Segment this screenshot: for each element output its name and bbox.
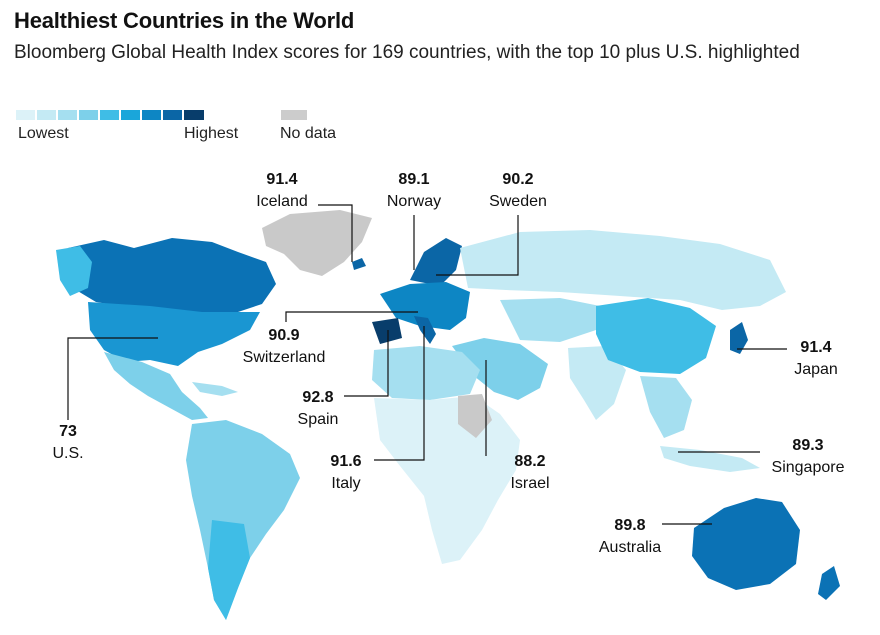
callout-value-sweden: 90.2 [502,171,533,188]
region-russia [460,230,786,310]
callout-japan: 91.4 Japan [794,339,838,378]
legend-swatch-8 [163,110,182,120]
callout-us: 73 U.S. [52,423,83,462]
legend-swatch-1 [16,110,35,120]
callout-line-sweden [436,215,519,276]
region-south-america [186,420,300,620]
callout-country-sweden: Sweden [489,193,547,210]
callout-country-spain: Spain [298,411,339,428]
callout-value-us: 73 [59,423,77,440]
callout-iceland: 91.4 Iceland [256,171,308,210]
region-mexico [104,352,208,420]
region-central-asia [500,298,600,342]
map-title: Healthiest Countries in the World [14,8,355,33]
callout-switzerland: 90.9 Switzerland [243,327,326,366]
callout-country-australia: Australia [599,539,661,556]
region-india [568,346,626,420]
region-canada [62,238,276,318]
legend-nodata-label: No data [280,125,337,142]
callout-value-australia: 89.8 [614,517,645,534]
callout-value-singapore: 89.3 [792,437,823,454]
legend-swatch-7 [142,110,161,120]
callout-singapore: 89.3 Singapore [772,437,845,476]
legend-high-label: Highest [184,125,239,142]
region-australia [692,498,800,590]
callout-country-iceland: Iceland [256,193,308,210]
region-new-zealand [818,566,840,600]
callout-country-norway: Norway [387,193,441,210]
region-italy [414,316,436,344]
callout-line-switzerland [285,311,418,322]
callout-line-italy [374,326,425,461]
callout-value-italy: 91.6 [330,453,361,470]
legend: Lowest Highest No data [16,110,336,144]
legend-swatch-6 [121,110,140,120]
callout-country-switzerland: Switzerland [243,349,326,366]
callout-country-japan: Japan [794,361,838,378]
legend-swatch-2 [37,110,56,120]
callout-lines [67,204,787,525]
region-iceland [352,258,366,270]
legend-swatch-nodata [281,110,307,120]
callout-australia: 89.8 Australia [599,517,661,556]
region-alaska [56,246,92,296]
callout-value-switzerland: 90.9 [268,327,299,344]
callout-sweden: 90.2 Sweden [489,171,547,210]
callout-line-us [67,337,158,420]
region-sudan [458,394,492,438]
region-caribbean [192,382,238,396]
legend-swatch-9 [184,110,204,120]
region-middle-east [452,338,548,400]
region-greenland [262,210,372,276]
callout-line-iceland [318,204,353,262]
callout-spain: 92.8 Spain [298,389,339,428]
region-japan [730,322,748,354]
region-spain [372,318,402,344]
callout-value-japan: 91.4 [800,339,831,356]
region-europe [380,282,470,330]
callout-italy: 91.6 Italy [330,453,361,492]
callout-israel: 88.2 Israel [510,453,549,492]
legend-swatch-4 [79,110,98,120]
callout-value-israel: 88.2 [514,453,545,470]
region-africa [374,396,520,564]
callout-norway: 89.1 Norway [387,171,441,210]
legend-low-label: Lowest [18,125,69,142]
legend-swatch-5 [100,110,119,120]
callout-country-italy: Italy [331,475,360,492]
callout-value-norway: 89.1 [398,171,429,188]
region-indonesia [660,446,760,472]
region-southeast-asia [640,376,692,438]
region-usa [88,302,260,366]
callout-value-iceland: 91.4 [266,171,297,188]
callout-country-us: U.S. [52,445,83,462]
callout-country-israel: Israel [510,475,549,492]
region-china [596,298,716,374]
callout-value-spain: 92.8 [302,389,333,406]
callout-line-spain [344,330,389,397]
legend-swatch-3 [58,110,77,120]
region-scandinavia [410,238,462,286]
map-subtitle: Bloomberg Global Health Index scores for… [14,42,800,63]
region-north-africa [372,346,480,400]
region-chile-argentina [208,520,250,620]
callout-country-singapore: Singapore [772,459,845,476]
